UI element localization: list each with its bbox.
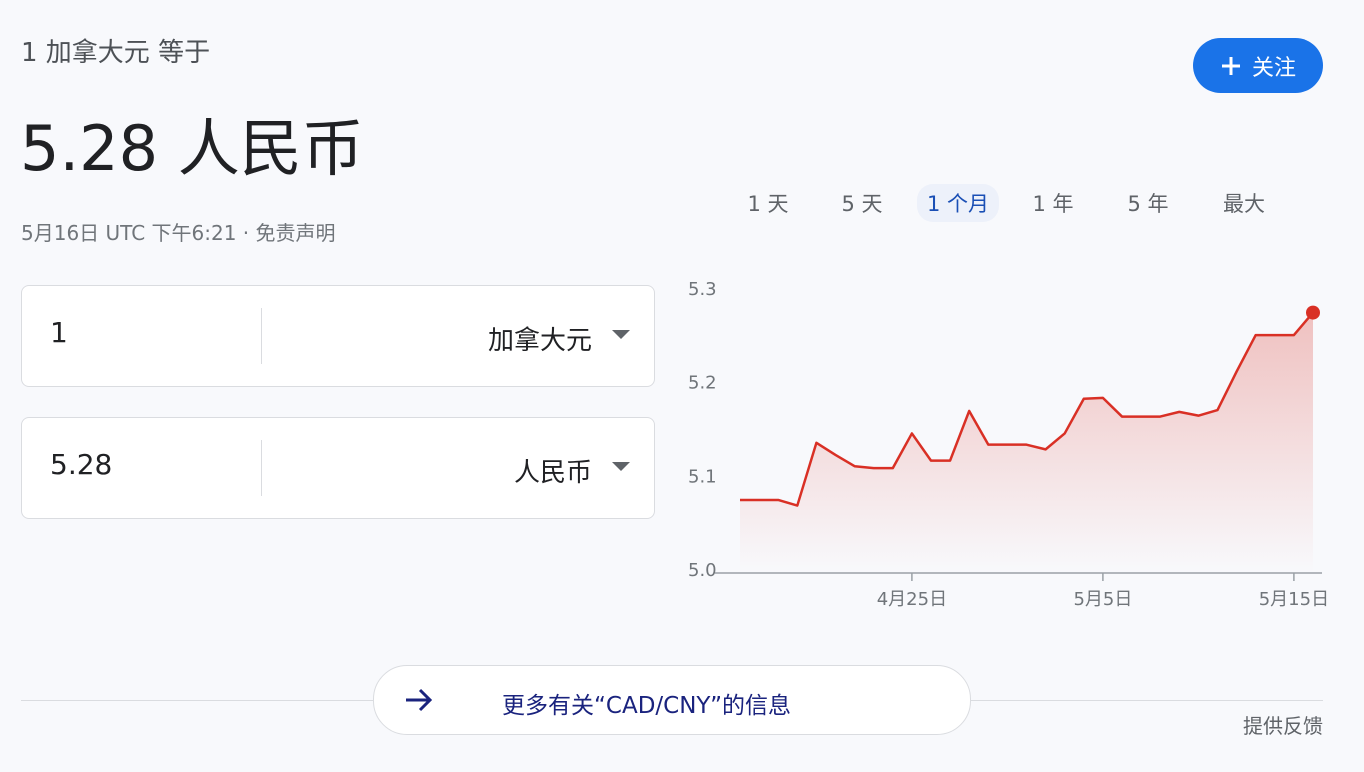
range-tab[interactable]: 5 年	[1127, 192, 1169, 216]
arrow-icon	[406, 688, 433, 712]
area	[740, 312, 1313, 573]
conversion-value: 5.28 人民币	[20, 112, 364, 185]
range-tab[interactable]: 5 天	[841, 192, 883, 216]
range-tab[interactable]: 1 年	[1032, 192, 1074, 216]
range-tab[interactable]: 最大	[1223, 192, 1265, 216]
feedback-link[interactable]: 提供反馈	[1243, 714, 1323, 738]
follow-label: 关注	[1251, 55, 1296, 81]
follow-button[interactable]: 关注	[1193, 38, 1323, 93]
dropdown-caret	[612, 330, 630, 339]
y-tick-label: 5.0	[688, 560, 717, 581]
timestamp: 5月16日 UTC 下午6:21	[21, 221, 237, 245]
currency-select[interactable]: 加拿大元	[487, 326, 592, 356]
range-tab[interactable]: 1 个月	[916, 184, 1000, 222]
line	[740, 311, 1314, 507]
y-tick-label: 5.1	[688, 466, 717, 487]
converter-row: 5.28 人民币	[21, 417, 655, 519]
x-tick-label: 5月5日	[1073, 589, 1132, 610]
timestamp-line: 5月16日 UTC 下午6:21 · 免责声明	[21, 221, 336, 245]
x-tick-label: 4月25日	[877, 589, 947, 610]
y-tick-label: 5.3	[688, 279, 717, 300]
plus-icon	[1221, 56, 1240, 75]
dropdown-caret	[612, 462, 630, 471]
conversion-label: 1 加拿大元 等于	[21, 38, 211, 68]
disclaimer-link[interactable]: 免责声明	[255, 221, 336, 245]
more-info-button[interactable]: 更多有关“CAD/CNY”的信息	[373, 665, 971, 735]
last-point	[1306, 305, 1320, 320]
more-info-label: 更多有关“CAD/CNY”的信息	[502, 693, 791, 719]
range-tab[interactable]: 1 天	[747, 192, 789, 216]
currency-select[interactable]: 人民币	[513, 458, 592, 488]
amount-input[interactable]: 5.28	[50, 448, 113, 481]
x-tick-label: 5月15日	[1259, 589, 1329, 610]
amount-input[interactable]: 1	[50, 316, 68, 349]
y-tick-label: 5.2	[688, 373, 717, 394]
converter-row: 1 加拿大元	[21, 285, 655, 387]
